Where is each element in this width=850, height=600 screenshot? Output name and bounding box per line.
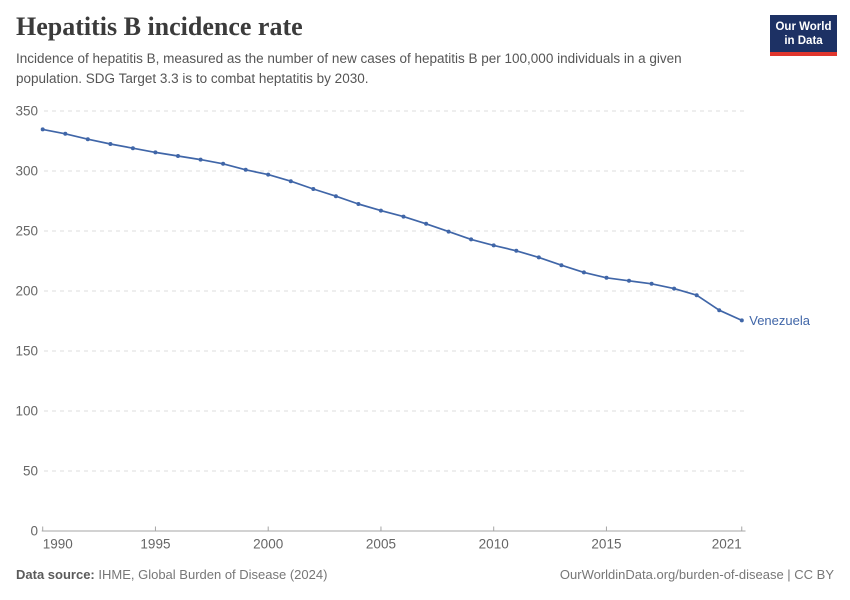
x-axis-tick-label: 2005: [366, 537, 396, 552]
data-point-marker[interactable]: [243, 167, 248, 172]
owid-logo[interactable]: Our World in Data: [770, 15, 837, 56]
page-title: Hepatitis B incidence rate: [16, 12, 303, 41]
data-point-marker[interactable]: [63, 131, 68, 136]
data-point-marker[interactable]: [739, 318, 744, 323]
data-point-marker[interactable]: [378, 208, 383, 213]
y-axis-tick-label: 200: [15, 284, 38, 299]
data-point-marker[interactable]: [401, 214, 406, 219]
y-axis-tick-label: 350: [15, 104, 38, 119]
data-point-marker[interactable]: [694, 293, 699, 298]
data-point-marker[interactable]: [40, 127, 45, 132]
page-subtitle: Incidence of hepatitis B, measured as th…: [16, 51, 682, 86]
y-axis-tick-label: 0: [30, 524, 38, 539]
data-point-marker[interactable]: [424, 221, 429, 226]
y-axis-tick-label: 250: [15, 224, 38, 239]
data-point-marker[interactable]: [649, 281, 654, 286]
footer-source-value: IHME, Global Burden of Disease (2024): [98, 567, 328, 582]
y-axis-tick-label: 50: [23, 464, 38, 479]
series-label-venezuela[interactable]: Venezuela: [749, 313, 810, 328]
data-point-marker[interactable]: [446, 229, 451, 234]
data-point-marker[interactable]: [514, 248, 519, 253]
chart-footer: Data source: IHME, Global Burden of Dise…: [16, 567, 834, 582]
data-point-marker[interactable]: [559, 263, 564, 268]
owid-logo-line1: Our World: [775, 21, 832, 33]
data-point-marker[interactable]: [604, 275, 609, 280]
data-point-marker[interactable]: [130, 146, 135, 151]
chart-header: Hepatitis B incidence rate Incidence of …: [16, 12, 756, 88]
data-point-marker[interactable]: [198, 157, 203, 162]
data-point-marker[interactable]: [176, 154, 180, 158]
data-point-marker[interactable]: [469, 237, 474, 242]
y-axis-tick-label: 150: [15, 344, 38, 359]
data-point-marker[interactable]: [356, 202, 361, 206]
x-axis-tick-label: 1995: [140, 537, 170, 552]
data-point-marker[interactable]: [491, 243, 496, 248]
line-chart-canvas: 0 50 100 150 200 250 300 350 1990 1995 2000 2005 201…: [15, 104, 810, 552]
data-point-marker[interactable]: [266, 172, 271, 177]
data-point-marker[interactable]: [108, 142, 113, 146]
footer-credit[interactable]: OurWorldinData.org/burden-of-disease | C…: [559, 567, 834, 582]
footer-source-label: Data source:: [16, 567, 95, 582]
x-axis-tick-label: 2015: [591, 537, 621, 552]
footer-source: Data source: IHME, Global Burden of Dise…: [16, 567, 327, 582]
data-point-marker[interactable]: [627, 278, 631, 283]
data-point-marker[interactable]: [85, 137, 90, 142]
data-point-marker[interactable]: [581, 270, 586, 275]
x-axis-tick-label: 2021: [712, 537, 742, 552]
y-axis-tick-label: 100: [15, 404, 38, 419]
owid-logo-line2: in Data: [784, 35, 823, 47]
x-axis-tick-label: 1990: [43, 537, 73, 552]
data-point-marker[interactable]: [536, 255, 541, 260]
data-point-marker[interactable]: [153, 150, 158, 155]
data-point-marker[interactable]: [672, 286, 677, 291]
data-point-marker[interactable]: [717, 308, 722, 313]
x-axis-tick-label: 2010: [479, 537, 509, 552]
x-axis-tick-label: 2000: [253, 537, 283, 552]
data-point-marker[interactable]: [333, 194, 338, 199]
data-point-marker[interactable]: [221, 161, 226, 166]
data-point-marker[interactable]: [311, 187, 316, 191]
y-axis-tick-label: 300: [15, 164, 38, 179]
data-point-marker[interactable]: [288, 179, 293, 184]
trend-line[interactable]: [41, 128, 743, 322]
